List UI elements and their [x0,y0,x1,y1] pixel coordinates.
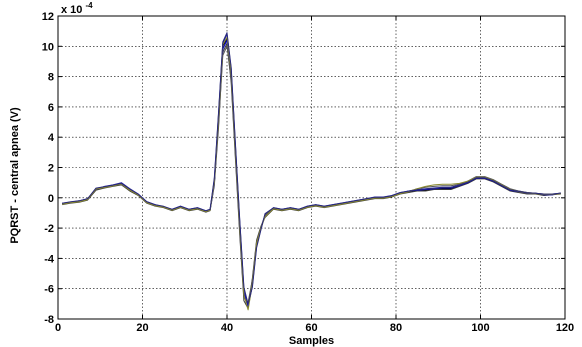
y-tick-label: 0 [48,193,54,205]
y-tick-label: -8 [44,314,54,326]
x-tick-label: 100 [471,322,489,334]
y-axis-label: PQRST - central apnea (V) [9,107,21,244]
x-axis-label: Samples [289,335,334,347]
y-tick-label: 10 [42,41,54,53]
y-tick-label: 8 [48,72,54,84]
x-tick-label: 60 [305,322,317,334]
y-tick-label: -2 [44,223,54,235]
x-tick-label: 0 [55,322,61,334]
series-line [62,32,561,305]
y-multiplier: x 10 -4 [61,1,93,16]
traces [62,32,561,311]
y-tick-labels: -8 -6 -4 -2 0 2 4 6 8 10 12 [42,11,55,326]
y-tick-label: 12 [42,11,54,23]
y-tick-label: 2 [48,163,54,175]
x-tick-label: 20 [136,322,148,334]
ticks [57,15,566,320]
y-tick-label: -6 [44,284,54,296]
grid [58,16,565,319]
x-tick-label: 120 [556,322,574,334]
y-tick-label: 4 [48,132,55,144]
y-multiplier-base: x 10 [61,4,82,16]
y-tick-label: 6 [48,102,54,114]
y-tick-label: -4 [44,253,55,265]
y-multiplier-exponent: -4 [85,1,93,10]
series-line [62,36,561,311]
x-tick-labels: 0 20 40 60 80 100 120 [55,322,574,334]
x-tick-label: 80 [390,322,402,334]
x-tick-label: 40 [221,322,233,334]
